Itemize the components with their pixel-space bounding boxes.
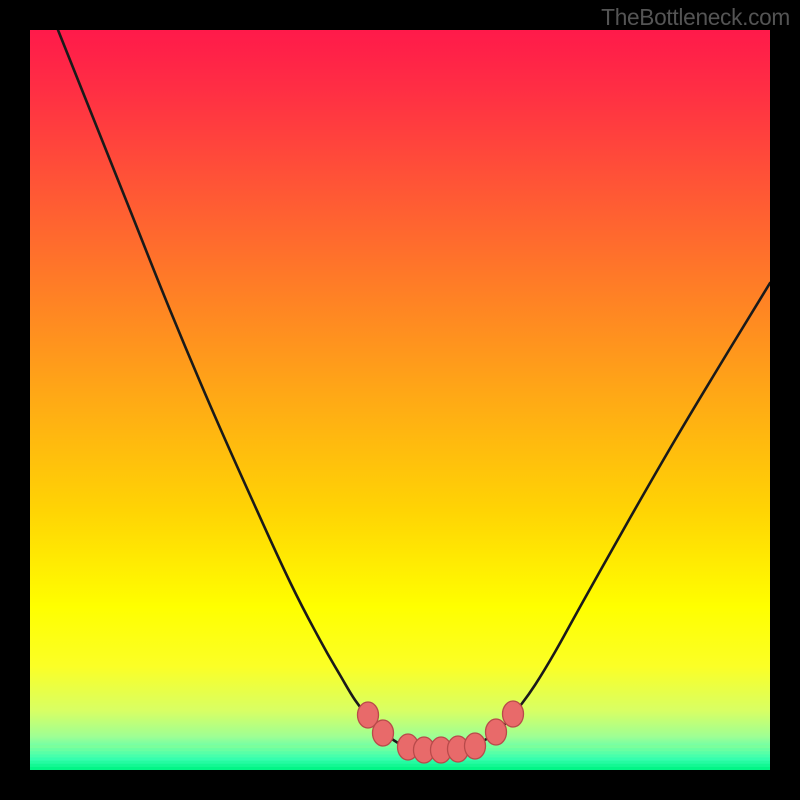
curve-marker <box>503 701 524 727</box>
gradient-background <box>30 30 770 770</box>
curve-marker <box>373 720 394 746</box>
bottleneck-plot <box>30 30 770 770</box>
watermark-text: TheBottleneck.com <box>601 4 790 31</box>
plot-area <box>30 30 770 770</box>
curve-marker <box>486 719 507 745</box>
chart-frame: TheBottleneck.com <box>0 0 800 800</box>
curve-marker <box>465 733 486 759</box>
